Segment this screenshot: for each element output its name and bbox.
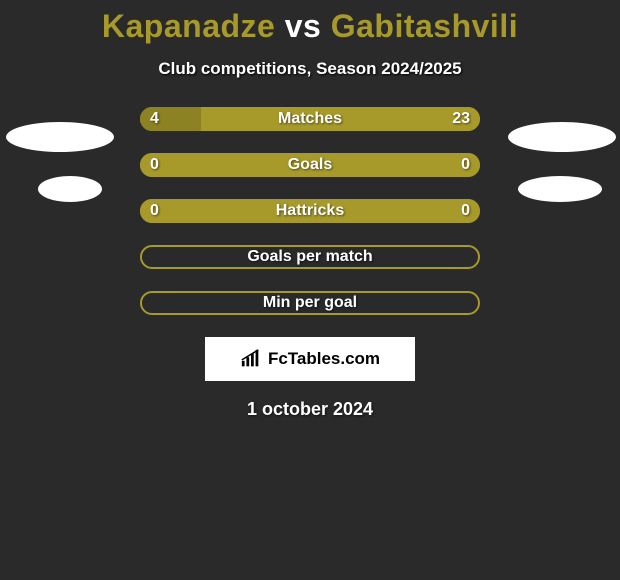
vs-separator: vs	[275, 8, 330, 44]
player-right-name: Gabitashvili	[331, 8, 518, 44]
logo-text: FcTables.com	[268, 349, 380, 369]
stat-row: Min per goal	[140, 291, 480, 315]
stat-row: 00Hattricks	[140, 199, 480, 223]
stat-label: Hattricks	[140, 199, 480, 223]
player-photo-ellipse	[508, 122, 616, 152]
player-photo-ellipse	[38, 176, 102, 202]
stat-label: Matches	[140, 107, 480, 131]
stat-row: Goals per match	[140, 245, 480, 269]
bar-chart-icon	[240, 349, 262, 369]
fctables-logo: FcTables.com	[205, 337, 415, 381]
snapshot-date: 1 october 2024	[0, 399, 620, 420]
stat-row: 00Goals	[140, 153, 480, 177]
player-photo-ellipse	[518, 176, 602, 202]
comparison-title: Kapanadze vs Gabitashvili	[0, 0, 620, 45]
player-photo-ellipse	[6, 122, 114, 152]
subtitle: Club competitions, Season 2024/2025	[0, 59, 620, 79]
stats-bars: 423Matches 00Goals 00Hattricks Goals per ma…	[140, 107, 480, 315]
stat-label: Goals per match	[142, 247, 478, 267]
player-left-name: Kapanadze	[102, 8, 275, 44]
stat-row: 423Matches	[140, 107, 480, 131]
stat-label: Goals	[140, 153, 480, 177]
stat-label: Min per goal	[142, 293, 478, 313]
